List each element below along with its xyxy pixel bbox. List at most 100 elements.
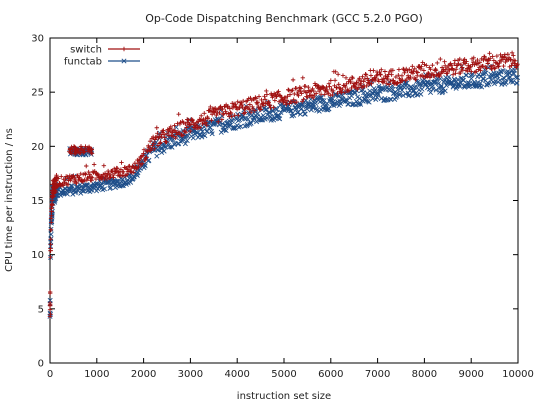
functab-point xyxy=(242,123,248,129)
switch-point xyxy=(173,135,178,141)
functab-point xyxy=(372,88,378,94)
functab-point xyxy=(219,121,226,127)
legend-entry-switch: switch xyxy=(70,45,140,56)
switch-point xyxy=(343,84,348,90)
functab-point xyxy=(419,86,425,92)
switch-point xyxy=(477,60,483,65)
switch-point xyxy=(141,147,147,152)
legend-label: functab xyxy=(64,57,102,68)
switch-point xyxy=(276,89,281,94)
functab-point xyxy=(363,98,369,104)
switch-point xyxy=(209,118,214,123)
functab-point xyxy=(223,128,229,134)
functab-point xyxy=(255,110,261,116)
switch-point xyxy=(155,131,160,136)
functab-point xyxy=(184,138,190,144)
functab-point xyxy=(491,81,497,87)
functab-point xyxy=(288,108,294,114)
switch-point xyxy=(193,122,198,128)
switch-point xyxy=(482,54,487,60)
switch-point xyxy=(171,134,176,139)
switch-point xyxy=(279,94,284,100)
y-tick-label: 15 xyxy=(31,196,44,207)
switch-point xyxy=(457,56,462,62)
switch-point xyxy=(125,167,130,172)
y-tick-0: 0 xyxy=(38,359,518,370)
functab-point xyxy=(428,90,434,96)
functab-point xyxy=(69,183,75,189)
switch-point xyxy=(347,77,352,82)
switch-point xyxy=(488,56,493,61)
switch-point xyxy=(508,57,514,62)
switch-point xyxy=(335,90,340,96)
switch-point xyxy=(480,63,486,69)
legend-entry-functab: functab xyxy=(64,57,140,68)
legend-marker xyxy=(121,58,127,64)
functab-point xyxy=(159,149,165,155)
functab-point xyxy=(161,148,167,154)
functab-point xyxy=(338,100,344,106)
switch-point xyxy=(77,150,83,156)
functab-point xyxy=(402,80,408,86)
switch-point xyxy=(101,163,107,168)
switch-point xyxy=(266,100,271,105)
switch-point xyxy=(328,78,333,83)
y-tick-label: 20 xyxy=(31,142,44,153)
switch-point xyxy=(396,73,401,78)
switch-point xyxy=(264,92,270,97)
switch-point xyxy=(242,110,248,115)
switch-point xyxy=(324,87,330,93)
functab-point xyxy=(207,124,213,130)
functab-point xyxy=(479,84,485,90)
switch-point xyxy=(363,72,369,78)
switch-point xyxy=(59,174,64,179)
x-tick-0: 0 xyxy=(47,38,53,380)
series-switch xyxy=(47,50,520,319)
switch-point xyxy=(286,87,291,92)
switch-point xyxy=(65,182,71,187)
switch-point xyxy=(485,61,490,66)
functab-point xyxy=(326,106,332,112)
switch-point xyxy=(208,104,213,110)
switch-point xyxy=(399,73,405,78)
x-tick-label: 1000 xyxy=(84,369,109,380)
x-axis: 0 1000 2000 3000 4000 5000 6000 7000 8000 9000 100… xyxy=(47,38,534,380)
switch-point xyxy=(450,72,456,77)
functab-point xyxy=(418,91,424,97)
functab-point xyxy=(479,71,485,77)
switch-point xyxy=(377,72,383,77)
switch-point xyxy=(89,178,94,183)
y-axis-label: CPU time per instruction / ns xyxy=(4,128,15,272)
functab-point xyxy=(162,144,168,150)
switch-point xyxy=(421,68,427,73)
x-tick-1: 1000 xyxy=(84,38,110,380)
switch-point xyxy=(89,151,95,156)
switch-point xyxy=(233,104,239,109)
switch-point xyxy=(382,69,388,74)
functab-point xyxy=(291,112,297,118)
y-tick-4: 20 xyxy=(31,142,518,153)
functab-point xyxy=(442,88,448,94)
switch-point xyxy=(115,166,120,171)
switch-point xyxy=(419,64,424,69)
functab-point xyxy=(286,105,292,111)
functab-point xyxy=(245,116,251,122)
switch-point xyxy=(379,67,384,72)
functab-point xyxy=(358,101,364,107)
switch-point xyxy=(69,151,75,156)
switch-point xyxy=(111,175,116,180)
y-tick-3: 15 xyxy=(31,196,518,207)
switch-point xyxy=(365,76,370,81)
switch-point xyxy=(377,69,382,75)
switch-point xyxy=(228,110,234,116)
switch-point xyxy=(460,65,465,70)
switch-point xyxy=(494,53,500,59)
switch-point xyxy=(378,72,383,78)
switch-point xyxy=(478,68,483,73)
y-tick-1: 5 xyxy=(38,304,518,315)
x-tick-3: 3000 xyxy=(178,38,203,380)
switch-point xyxy=(407,67,412,72)
switch-point xyxy=(359,78,364,84)
switch-point xyxy=(458,62,464,68)
